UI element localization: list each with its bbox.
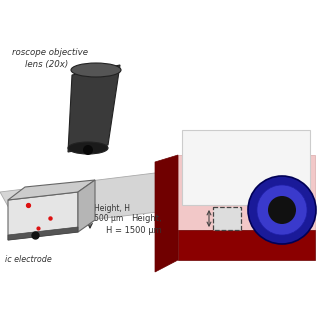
Circle shape	[83, 145, 93, 155]
Polygon shape	[68, 65, 120, 152]
Text: Height,: Height,	[132, 213, 162, 222]
Text: 500 μm: 500 μm	[94, 213, 123, 222]
Polygon shape	[8, 180, 95, 200]
Text: ic electrode: ic electrode	[5, 255, 52, 264]
Ellipse shape	[257, 185, 307, 235]
Ellipse shape	[248, 176, 316, 244]
Polygon shape	[178, 230, 315, 260]
Polygon shape	[8, 192, 78, 240]
Ellipse shape	[68, 142, 108, 154]
Polygon shape	[0, 173, 175, 228]
Text: H = 1500 μm: H = 1500 μm	[106, 226, 162, 235]
Text: Height, H: Height, H	[94, 204, 130, 212]
Ellipse shape	[71, 63, 121, 77]
Polygon shape	[8, 227, 78, 240]
Polygon shape	[182, 130, 310, 205]
Text: roscope objective: roscope objective	[12, 47, 88, 57]
Ellipse shape	[268, 196, 296, 224]
Polygon shape	[178, 155, 315, 230]
Text: lens (20x): lens (20x)	[25, 60, 68, 68]
Bar	[213, 207, 241, 230]
Polygon shape	[155, 155, 178, 272]
Polygon shape	[78, 180, 95, 232]
